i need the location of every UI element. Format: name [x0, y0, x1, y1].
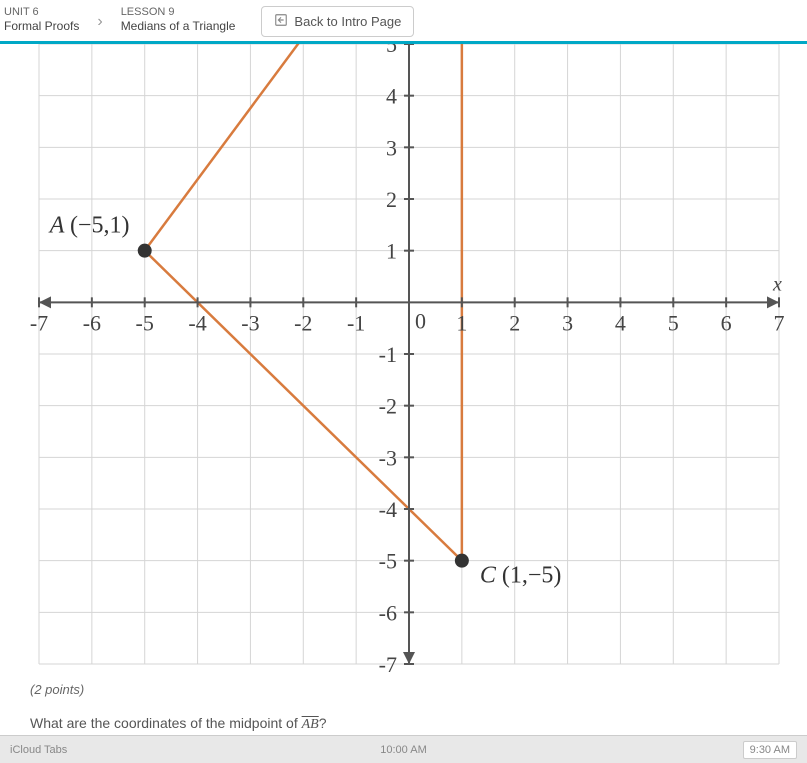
svg-text:x: x: [772, 273, 782, 295]
svg-text:-6: -6: [378, 600, 396, 625]
unit-label-top: UNIT 6: [4, 6, 79, 19]
header-bar: UNIT 6 Formal Proofs › LESSON 9 Medians …: [0, 0, 807, 44]
back-button-label: Back to Intro Page: [294, 14, 401, 29]
svg-text:-7: -7: [29, 310, 47, 335]
lesson-label-bot: Medians of a Triangle: [121, 19, 236, 33]
status-bar: iCloud Tabs 10:00 AM 9:30 AM: [0, 735, 807, 763]
svg-text:-5: -5: [378, 549, 396, 574]
svg-text:-1: -1: [378, 342, 396, 367]
svg-text:0: 0: [415, 308, 426, 333]
question-suffix: ?: [319, 715, 327, 731]
unit-label-bot: Formal Proofs: [4, 19, 79, 33]
svg-text:2: 2: [509, 310, 520, 335]
svg-text:4: 4: [386, 84, 397, 109]
content-area: -7 -6 -5 -4 -3 -2 -1 0 1 2 3 4 5 6 7 5 4 3 2 1 -1 -2 -3 -4 -5 -6 -…: [0, 44, 807, 741]
svg-text:-3: -3: [378, 445, 396, 470]
breadcrumb-lesson[interactable]: LESSON 9 Medians of a Triangle: [121, 6, 236, 34]
svg-text:-1: -1: [346, 310, 364, 335]
svg-text:-2: -2: [294, 310, 312, 335]
segment-ab: AB: [302, 717, 319, 732]
lesson-label-top: LESSON 9: [121, 6, 236, 19]
svg-text:-6: -6: [82, 310, 100, 335]
points-label: (2 points): [30, 682, 777, 697]
svg-text:-2: -2: [378, 394, 396, 419]
svg-text:3: 3: [562, 310, 573, 335]
svg-text:2: 2: [386, 187, 397, 212]
svg-text:A (−5,1): A (−5,1): [47, 213, 129, 239]
svg-text:6: 6: [720, 310, 731, 335]
breadcrumb-unit[interactable]: UNIT 6 Formal Proofs: [0, 6, 79, 34]
footer-clock: 10:00 AM: [380, 744, 426, 756]
svg-text:7: 7: [773, 310, 784, 335]
graph-svg: -7 -6 -5 -4 -3 -2 -1 0 1 2 3 4 5 6 7 5 4 3 2 1 -1 -2 -3 -4 -5 -6 -…: [9, 44, 799, 674]
back-icon: [274, 13, 288, 30]
svg-text:5: 5: [667, 310, 678, 335]
footer-right-time: 9:30 AM: [743, 741, 797, 759]
chevron-right-icon: ›: [93, 13, 106, 31]
svg-text:3: 3: [386, 135, 397, 160]
svg-text:-4: -4: [188, 310, 206, 335]
svg-text:C (1,−5): C (1,−5): [479, 563, 561, 589]
svg-text:-3: -3: [241, 310, 259, 335]
coordinate-graph: -7 -6 -5 -4 -3 -2 -1 0 1 2 3 4 5 6 7 5 4 3 2 1 -1 -2 -3 -4 -5 -6 -…: [9, 44, 799, 674]
svg-text:5: 5: [386, 44, 397, 57]
svg-text:-4: -4: [378, 497, 396, 522]
svg-text:4: 4: [614, 310, 625, 335]
question-text: What are the coordinates of the midpoint…: [30, 715, 777, 733]
svg-text:1: 1: [456, 310, 467, 335]
back-to-intro-button[interactable]: Back to Intro Page: [261, 6, 414, 37]
question-prefix: What are the coordinates of the midpoint…: [30, 715, 302, 731]
svg-text:-5: -5: [135, 310, 153, 335]
svg-text:1: 1: [386, 239, 397, 264]
svg-text:-7: -7: [378, 652, 396, 674]
footer-left: iCloud Tabs: [10, 744, 67, 756]
